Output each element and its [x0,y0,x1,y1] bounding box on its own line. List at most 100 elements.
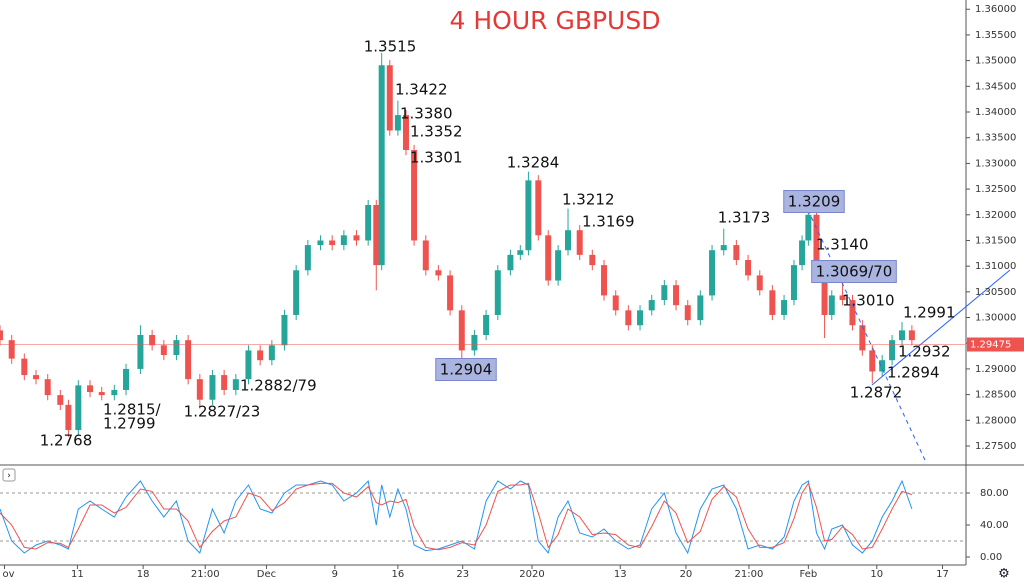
y-tick-label: 1.35000 [975,56,1016,67]
candle-body [908,330,915,341]
candle-body [494,270,501,315]
candle-body [821,270,828,315]
settings-icon[interactable]: ⚙ [998,567,1010,582]
price-annotation: 1.3140 [816,236,869,254]
y-tick-label: 1.31500 [975,235,1016,246]
candle-body [625,310,632,326]
candle-body [435,270,442,276]
candle-body [545,235,552,281]
price-annotation: 1.3380 [400,105,453,123]
collapse-icon: › [7,471,11,481]
x-tick-label: 20 [680,569,693,580]
candle-body [402,115,409,151]
last-price-label: 1.29475 [970,340,1011,351]
candle-body [304,245,311,271]
candle-body [209,375,216,400]
candle-body [684,305,691,321]
candle-body [898,330,905,341]
candle-body [709,250,716,296]
candle-body [576,230,583,255]
candle-body [329,240,336,246]
y-tick-label: 1.30500 [975,287,1016,298]
x-tick-label: ov [2,569,14,580]
candle-body [849,300,856,326]
x-tick-label: Dec [257,569,276,580]
x-tick-label: 21:00 [191,569,220,580]
price-annotation: 1.2815/ [103,401,161,419]
candle-body [525,180,532,251]
y-tick-label: 1.29000 [975,364,1016,375]
y-tick-label: 1.34500 [975,81,1016,92]
price-annotation: 1.2932 [898,343,951,361]
candle-body [21,358,28,376]
x-tick-label: Feb [800,569,818,580]
candle-body [458,310,465,351]
x-tick-label: 23 [456,569,469,580]
collapse-button[interactable] [2,468,16,482]
candle-body [196,379,203,400]
price-annotation: 1.3422 [395,81,448,99]
annotation-box [783,190,845,213]
candle-body [378,65,385,266]
x-tick-label: 13 [614,569,627,580]
candle-body [281,314,288,346]
y-tick-label: 80.00 [980,488,1009,499]
candle-body [879,360,886,372]
candle-body [411,150,418,241]
indicator-line [0,479,913,555]
candle-body [839,295,846,301]
candle-body [745,259,752,276]
candle-body [232,379,239,390]
candle-body [293,270,300,315]
candle-body [648,300,655,311]
trend-line [871,269,1011,386]
y-tick-label: 1.32000 [975,210,1016,221]
price-annotation: 1.3209 [788,193,841,211]
candle-body [33,375,40,380]
price-pane [0,52,915,437]
candle-body [221,375,228,390]
y-tick-label: 1.28500 [975,390,1016,401]
x-tick-label: 10 [870,569,883,580]
candle-body [57,395,64,405]
y-tick-label: 1.31000 [975,261,1016,272]
candle-body [828,295,835,315]
price-annotation: 1.2991 [903,304,956,322]
indicator-line [0,482,913,551]
candle-body [781,300,788,315]
candle-body [8,340,15,359]
candle-body [149,335,156,346]
y-tick-label: 1.36000 [975,4,1016,15]
candle-body [805,214,812,241]
price-annotation: 1.2827/23 [184,403,261,421]
y-tick-label: 1.30000 [975,313,1016,324]
candle-body [386,65,393,131]
candle-body [0,330,3,341]
candle-body [87,385,94,393]
price-annotation: 1.2799 [103,415,156,433]
price-annotation: 1.3212 [562,191,615,209]
y-tick-label: 1.28000 [975,415,1016,426]
candle-body [813,214,820,271]
candle-body [869,350,876,372]
x-tick-label: 11 [71,569,84,580]
candle-body [137,335,144,369]
x-tick-label: 9 [332,569,338,580]
candle-body [769,290,776,315]
candle-body [859,325,866,351]
y-tick-label: 1.33000 [975,158,1016,169]
x-tick-label: 17 [936,569,949,580]
candle-body [123,368,130,390]
price-annotation: 1.3010 [842,292,895,310]
candle-body [65,404,72,431]
x-tick-label: 21:00 [735,569,764,580]
price-annotation: 1.2904 [440,361,493,379]
candle-body [601,265,608,296]
candle-body [173,340,180,356]
candle-body [185,340,192,380]
y-tick-label: 1.33500 [975,133,1016,144]
candle-body [373,205,380,266]
candle-body [75,385,82,431]
y-tick-label: 1.27500 [975,441,1016,452]
